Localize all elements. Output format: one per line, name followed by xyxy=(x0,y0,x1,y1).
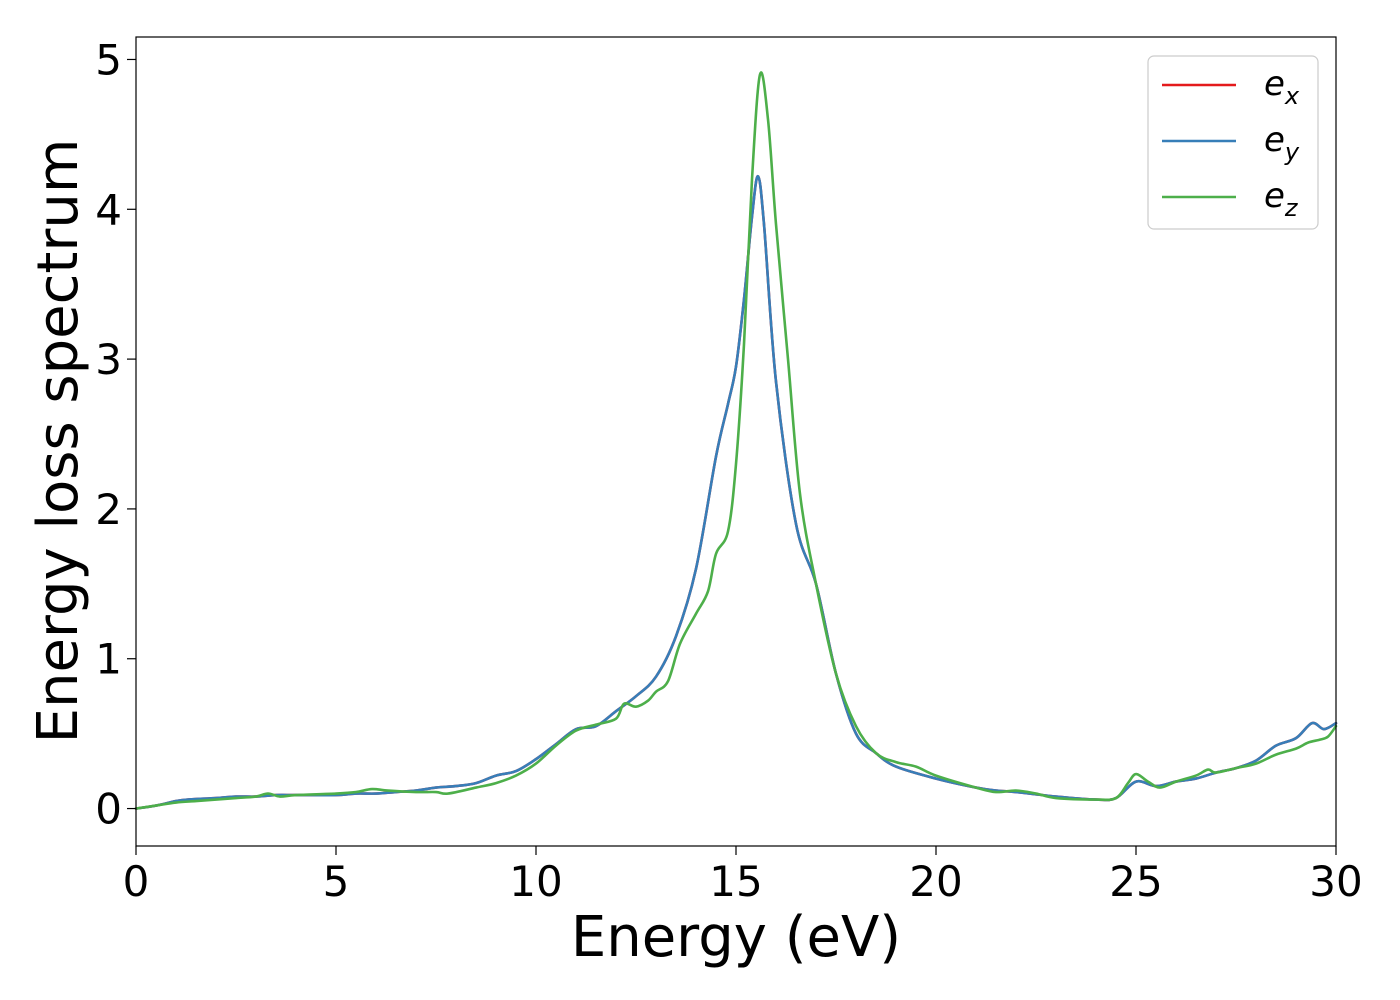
y-axis-ticks: 0 1 2 3 4 5 xyxy=(95,35,136,834)
series-line-z xyxy=(134,71,1338,810)
series-layer xyxy=(134,71,1338,810)
y-tick-label: 5 xyxy=(95,35,122,84)
x-tick-label: 20 xyxy=(909,857,962,906)
legend: ex ey ez xyxy=(1147,55,1319,230)
legend-label-y: ey xyxy=(1264,120,1300,166)
legend-box xyxy=(1147,55,1319,230)
y-tick-label: 2 xyxy=(95,485,122,534)
series-line-y xyxy=(134,175,1338,810)
x-tick-label: 0 xyxy=(123,857,150,906)
x-tick-label: 10 xyxy=(509,857,562,906)
x-tick-label: 5 xyxy=(323,857,350,906)
legend-label-x: ex xyxy=(1264,64,1300,110)
x-axis-ticks: 0 5 10 15 20 25 30 xyxy=(123,846,1363,906)
y-tick-label: 0 xyxy=(95,785,122,834)
x-axis-title: Energy (eV) xyxy=(571,905,901,970)
x-tick-label: 30 xyxy=(1309,857,1362,906)
y-axis-title: Energy loss spectrum xyxy=(26,139,91,744)
plot-area xyxy=(136,37,1336,846)
y-tick-label: 4 xyxy=(95,185,122,234)
x-tick-label: 25 xyxy=(1109,857,1162,906)
x-tick-label: 15 xyxy=(709,857,762,906)
y-tick-label: 3 xyxy=(95,335,122,384)
y-tick-label: 1 xyxy=(95,635,122,684)
legend-label-z: ez xyxy=(1264,176,1299,222)
